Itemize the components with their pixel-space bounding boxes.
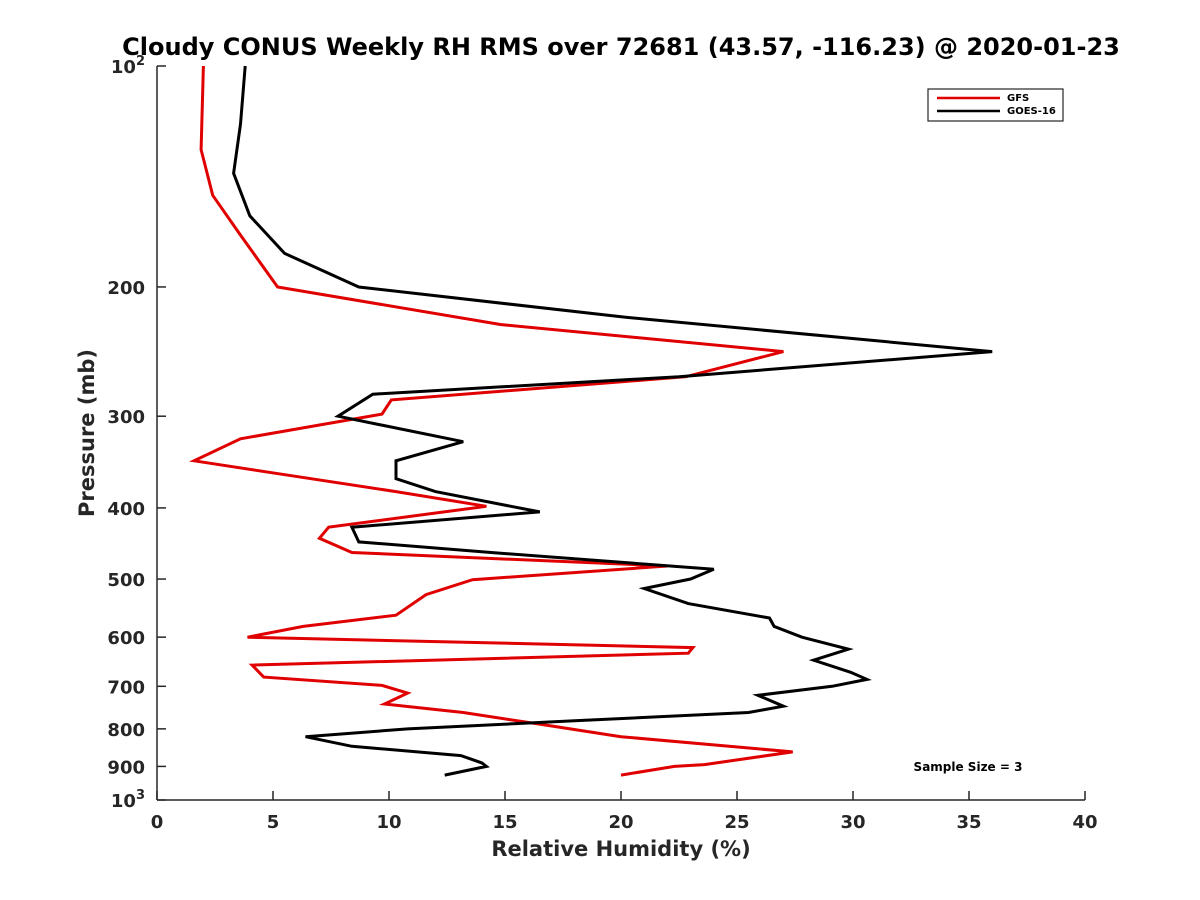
y-tick-label: 300 <box>107 407 145 428</box>
legend-label-goes16: GOES-16 <box>1007 106 1056 117</box>
y-tick-label: 200 <box>107 278 145 299</box>
chart-title: Cloudy CONUS Weekly RH RMS over 72681 (4… <box>122 33 1120 61</box>
x-tick-label: 40 <box>1072 812 1097 833</box>
y-tick-label: 800 <box>107 720 145 741</box>
x-tick-label: 10 <box>376 812 401 833</box>
plot-area: 0 5 10 15 20 25 30 35 40 102 200 300 400 500 600 700 80… <box>107 54 1097 833</box>
y-tick-label: 400 <box>107 499 145 520</box>
y-tick-label: 102 <box>111 54 145 78</box>
x-axis-ticks: 0 5 10 15 20 25 30 35 40 <box>151 791 1098 833</box>
x-tick-label: 35 <box>956 812 981 833</box>
y-tick-label: 103 <box>111 788 145 812</box>
legend-label-gfs: GFS <box>1007 93 1029 104</box>
y-tick-label: 600 <box>107 628 145 649</box>
series-line-goes16 <box>232 65 993 777</box>
series-layer <box>189 65 993 777</box>
x-axis-label: Relative Humidity (%) <box>491 837 750 861</box>
y-axis-ticks: 102 200 300 400 500 600 700 800 900 103 <box>107 54 166 812</box>
x-tick-label: 20 <box>608 812 633 833</box>
y-tick-label: 500 <box>107 570 145 591</box>
y-tick-label: 900 <box>107 757 145 778</box>
x-tick-label: 0 <box>151 812 164 833</box>
y-axis-label: Pressure (mb) <box>75 349 99 517</box>
x-tick-label: 5 <box>267 812 280 833</box>
x-tick-label: 15 <box>492 812 517 833</box>
legend: GFS GOES-16 <box>927 88 1064 122</box>
series-line-gfs <box>189 65 793 777</box>
x-tick-label: 25 <box>724 812 749 833</box>
x-tick-label: 30 <box>840 812 865 833</box>
sample-size-annotation: Sample Size = 3 <box>914 760 1023 774</box>
legend-box <box>927 88 1064 122</box>
y-tick-label: 700 <box>107 677 145 698</box>
